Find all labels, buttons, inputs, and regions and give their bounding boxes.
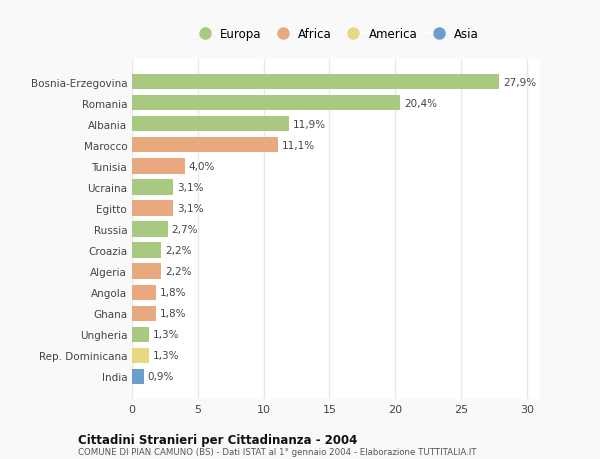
Text: 20,4%: 20,4% bbox=[404, 99, 437, 109]
Bar bbox=[132, 306, 155, 321]
Text: 27,9%: 27,9% bbox=[503, 78, 536, 88]
Bar bbox=[132, 201, 173, 216]
Text: 0,9%: 0,9% bbox=[148, 371, 174, 381]
Text: 1,8%: 1,8% bbox=[160, 287, 186, 297]
Text: Cittadini Stranieri per Cittadinanza - 2004: Cittadini Stranieri per Cittadinanza - 2… bbox=[78, 433, 358, 446]
Bar bbox=[132, 285, 155, 300]
Text: 3,1%: 3,1% bbox=[177, 183, 203, 192]
Text: 4,0%: 4,0% bbox=[188, 162, 215, 172]
Bar bbox=[132, 327, 149, 342]
Bar bbox=[132, 75, 499, 90]
Text: 2,7%: 2,7% bbox=[172, 224, 198, 235]
Bar bbox=[132, 117, 289, 132]
Text: 1,8%: 1,8% bbox=[160, 308, 186, 319]
Bar bbox=[132, 180, 173, 195]
Bar bbox=[132, 96, 400, 111]
Bar bbox=[132, 348, 149, 363]
Text: 1,3%: 1,3% bbox=[153, 350, 179, 360]
Bar bbox=[132, 222, 167, 237]
Legend: Europa, Africa, America, Asia: Europa, Africa, America, Asia bbox=[190, 25, 482, 45]
Bar bbox=[132, 264, 161, 279]
Bar bbox=[132, 159, 185, 174]
Bar bbox=[132, 138, 278, 153]
Text: 2,2%: 2,2% bbox=[165, 267, 191, 276]
Bar bbox=[132, 243, 161, 258]
Text: COMUNE DI PIAN CAMUNO (BS) - Dati ISTAT al 1° gennaio 2004 - Elaborazione TUTTIT: COMUNE DI PIAN CAMUNO (BS) - Dati ISTAT … bbox=[78, 447, 476, 456]
Text: 11,9%: 11,9% bbox=[293, 120, 326, 129]
Bar bbox=[132, 369, 144, 384]
Text: 1,3%: 1,3% bbox=[153, 330, 179, 339]
Text: 3,1%: 3,1% bbox=[177, 203, 203, 213]
Text: 2,2%: 2,2% bbox=[165, 246, 191, 256]
Text: 11,1%: 11,1% bbox=[282, 140, 315, 151]
